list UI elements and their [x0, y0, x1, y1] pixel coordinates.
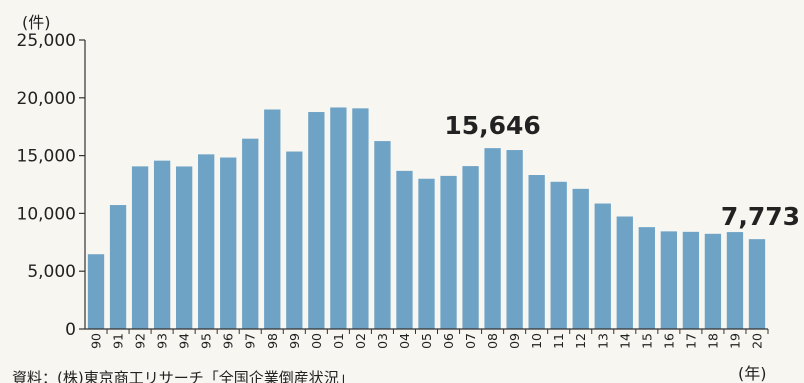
x-tick-label-10: 10 [529, 333, 544, 349]
y-axis: 0 5,000 10,000 15,000 20,000 25,000 [17, 31, 86, 340]
bar-13 [594, 203, 611, 329]
bar-01 [330, 107, 347, 329]
x-tick-label-99: 99 [287, 333, 302, 349]
x-tick-label-00: 00 [309, 333, 324, 349]
y-tick-label: 5,000 [27, 262, 76, 282]
x-tick-label-95: 95 [199, 333, 214, 349]
bar-00 [308, 112, 325, 329]
bar-05 [418, 178, 435, 329]
annotation-20: 7,773 [721, 202, 800, 231]
bar-91 [109, 205, 127, 329]
y-tick-label: 25,000 [17, 31, 76, 51]
x-tick-label-93: 93 [155, 333, 170, 349]
x-tick-label-04: 04 [397, 333, 412, 349]
bar-02 [352, 108, 369, 329]
y-tick-label: 15,000 [17, 147, 76, 167]
bar-96 [220, 157, 237, 329]
y-unit-label: (件) [22, 13, 51, 32]
x-tick-label-11: 11 [551, 333, 566, 349]
x-tick-label-92: 92 [133, 333, 148, 349]
bar-99 [286, 151, 303, 329]
bar-17 [682, 231, 700, 329]
y-tick-label: 0 [65, 320, 76, 340]
bar-19 [726, 232, 744, 329]
bar-16 [660, 231, 678, 329]
bar-10 [528, 175, 545, 329]
x-axis: 90 91 92 93 94 95 96 97 98 99 00 01 02 03 04 05 06 07 08 09… [85, 328, 769, 349]
bar-90 [87, 254, 105, 329]
x-tick-label-06: 06 [441, 333, 456, 349]
x-tick-label-14: 14 [617, 333, 632, 349]
bar-95 [198, 154, 215, 329]
x-tick-label-05: 05 [419, 333, 434, 349]
x-tick-label-12: 12 [573, 333, 588, 349]
bar-97 [242, 138, 259, 329]
x-tick-label-02: 02 [353, 333, 368, 349]
bar-18 [704, 233, 722, 329]
bar-03 [374, 141, 391, 329]
x-tick-label-07: 07 [463, 333, 478, 349]
y-tick-label: 10,000 [17, 204, 76, 224]
bars [87, 107, 766, 329]
bar-06 [440, 175, 457, 329]
x-unit-label: (年) [738, 364, 767, 383]
x-tick-label-13: 13 [595, 333, 610, 349]
x-tick-label-90: 90 [89, 333, 104, 349]
bar-09 [506, 150, 523, 329]
bar-94 [175, 166, 193, 329]
source-note: 資料：(株)東京商工リサーチ「全国企業倒産状況」 [12, 369, 354, 383]
bar-14 [616, 216, 633, 329]
bar-12 [572, 188, 589, 329]
x-tick-label-19: 19 [727, 333, 742, 349]
x-tick-label-08: 08 [485, 333, 500, 349]
bar-08 [484, 148, 501, 329]
bar-04 [396, 170, 413, 329]
x-tick-label-16: 16 [661, 333, 676, 349]
x-tick-label-91: 91 [111, 333, 126, 349]
bar-15 [638, 227, 655, 329]
bar-98 [264, 109, 281, 329]
bar-07 [462, 166, 479, 329]
x-tick-label-03: 03 [375, 333, 390, 349]
bar-20 [748, 239, 766, 329]
x-tick-label-96: 96 [221, 333, 236, 349]
x-tick-label-98: 98 [265, 333, 280, 349]
x-tick-label-09: 09 [507, 333, 522, 349]
bar-11 [550, 181, 567, 329]
x-tick-label-15: 15 [639, 333, 654, 349]
bar-92 [131, 166, 149, 329]
x-tick-label-01: 01 [331, 333, 346, 349]
y-tick-label: 20,000 [17, 89, 76, 109]
x-tick-label-94: 94 [177, 333, 192, 349]
x-tick-label-18: 18 [705, 333, 720, 349]
annotations: 15,646 7,773 [444, 111, 800, 231]
annotation-08: 15,646 [444, 111, 540, 140]
x-tick-label-20: 20 [749, 333, 764, 349]
x-tick-label-97: 97 [243, 333, 258, 349]
bar-93 [153, 160, 171, 329]
x-tick-label-17: 17 [683, 333, 698, 349]
